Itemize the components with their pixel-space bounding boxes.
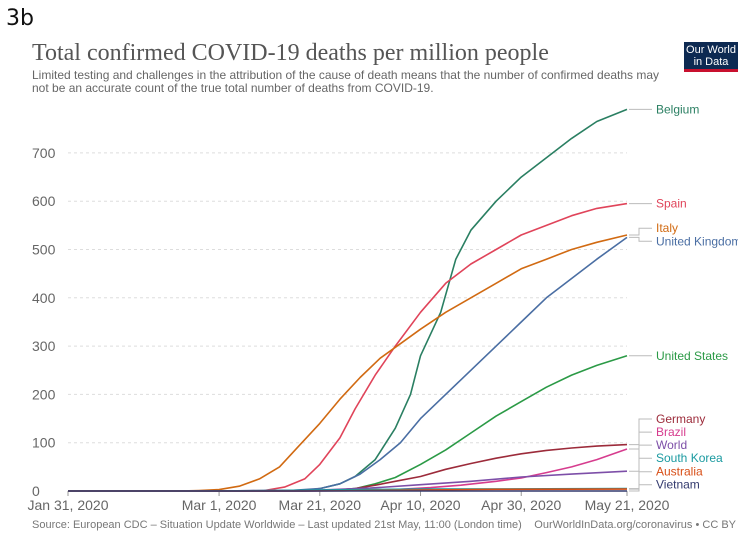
x-tick-label: Apr 10, 2020 xyxy=(380,497,460,513)
owid-logo[interactable]: Our World in Data xyxy=(684,42,738,72)
series-label-italy: Italy xyxy=(656,221,678,235)
y-tick-label: 400 xyxy=(32,290,56,306)
label-connector xyxy=(629,431,652,450)
series-label-south-korea: South Korea xyxy=(656,451,723,465)
series-label-spain: Spain xyxy=(656,197,687,211)
label-connector xyxy=(629,236,652,242)
y-axis-ticks: 0 100 200 300 400 500 600 700 xyxy=(32,145,56,499)
series-label-australia: Australia xyxy=(656,465,703,479)
y-tick-label: 0 xyxy=(32,483,40,499)
x-tick-label: Apr 30, 2020 xyxy=(481,497,561,513)
attribution-link[interactable]: OurWorldInData.org/coronavirus • CC BY xyxy=(534,519,736,531)
chart-title: Total confirmed COVID-19 deaths per mill… xyxy=(32,40,549,66)
series-label-brazil: Brazil xyxy=(656,425,686,439)
logo-accent-bar xyxy=(684,69,738,72)
series-label-belgium: Belgium xyxy=(656,102,699,116)
x-tick-label: Mar 21, 2020 xyxy=(279,497,362,513)
y-tick-label: 600 xyxy=(32,193,56,209)
series-label-united-kingdom: United Kingdom xyxy=(656,234,738,248)
label-connector xyxy=(629,457,652,490)
grid-lines xyxy=(68,152,627,492)
x-tick-label: Mar 1, 2020 xyxy=(182,497,257,513)
series-label-germany: Germany xyxy=(656,412,705,426)
chart-subtitle: Limited testing and challenges in the at… xyxy=(32,68,660,95)
y-tick-label: 100 xyxy=(32,435,56,451)
figure-label: 3b xyxy=(6,6,34,31)
series-lines xyxy=(68,108,628,492)
y-tick-label: 700 xyxy=(32,145,56,161)
x-axis-ticks: Jan 31, 2020 Mar 1, 2020 Mar 21, 2020 Apr 1… xyxy=(28,491,670,513)
x-tick-label: May 21, 2020 xyxy=(585,497,670,513)
source-note: Source: European CDC – Situation Update … xyxy=(32,519,522,531)
label-connector xyxy=(629,227,652,236)
y-tick-label: 500 xyxy=(32,242,56,258)
x-tick-label: Jan 31, 2020 xyxy=(28,497,109,513)
series-label-vietnam: Vietnam xyxy=(656,478,700,492)
series-line-united-kingdom[interactable] xyxy=(68,236,628,492)
y-tick-label: 300 xyxy=(32,338,56,354)
logo-line-1: Our World xyxy=(686,44,736,56)
series-line-germany[interactable] xyxy=(68,443,628,492)
series-label-world: World xyxy=(656,438,687,452)
series-line-brazil[interactable] xyxy=(68,448,628,492)
series-label-united-states: United States xyxy=(656,349,728,363)
label-connector xyxy=(629,484,652,492)
series-line-spain[interactable] xyxy=(68,202,628,492)
label-connector xyxy=(629,471,652,490)
series-line-italy[interactable] xyxy=(68,234,628,492)
y-tick-label: 200 xyxy=(32,386,56,402)
logo-line-2: in Data xyxy=(693,56,729,68)
